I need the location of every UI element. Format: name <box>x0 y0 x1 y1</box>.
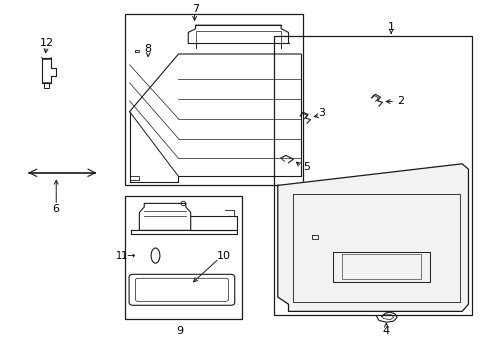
Bar <box>124 196 242 319</box>
Text: 6: 6 <box>53 204 60 214</box>
Text: 2: 2 <box>397 96 404 106</box>
Text: 10: 10 <box>217 251 230 261</box>
Text: 1: 1 <box>387 22 394 32</box>
Text: 11→: 11→ <box>115 251 136 261</box>
Bar <box>273 36 471 315</box>
Polygon shape <box>277 164 468 311</box>
Text: 9: 9 <box>176 326 183 336</box>
Text: 7: 7 <box>192 4 199 14</box>
Bar <box>124 14 303 185</box>
Text: 3: 3 <box>318 108 325 118</box>
Text: 8: 8 <box>144 44 151 54</box>
Text: 5: 5 <box>303 162 310 172</box>
Text: 12: 12 <box>40 38 53 48</box>
Text: 4: 4 <box>382 326 389 336</box>
